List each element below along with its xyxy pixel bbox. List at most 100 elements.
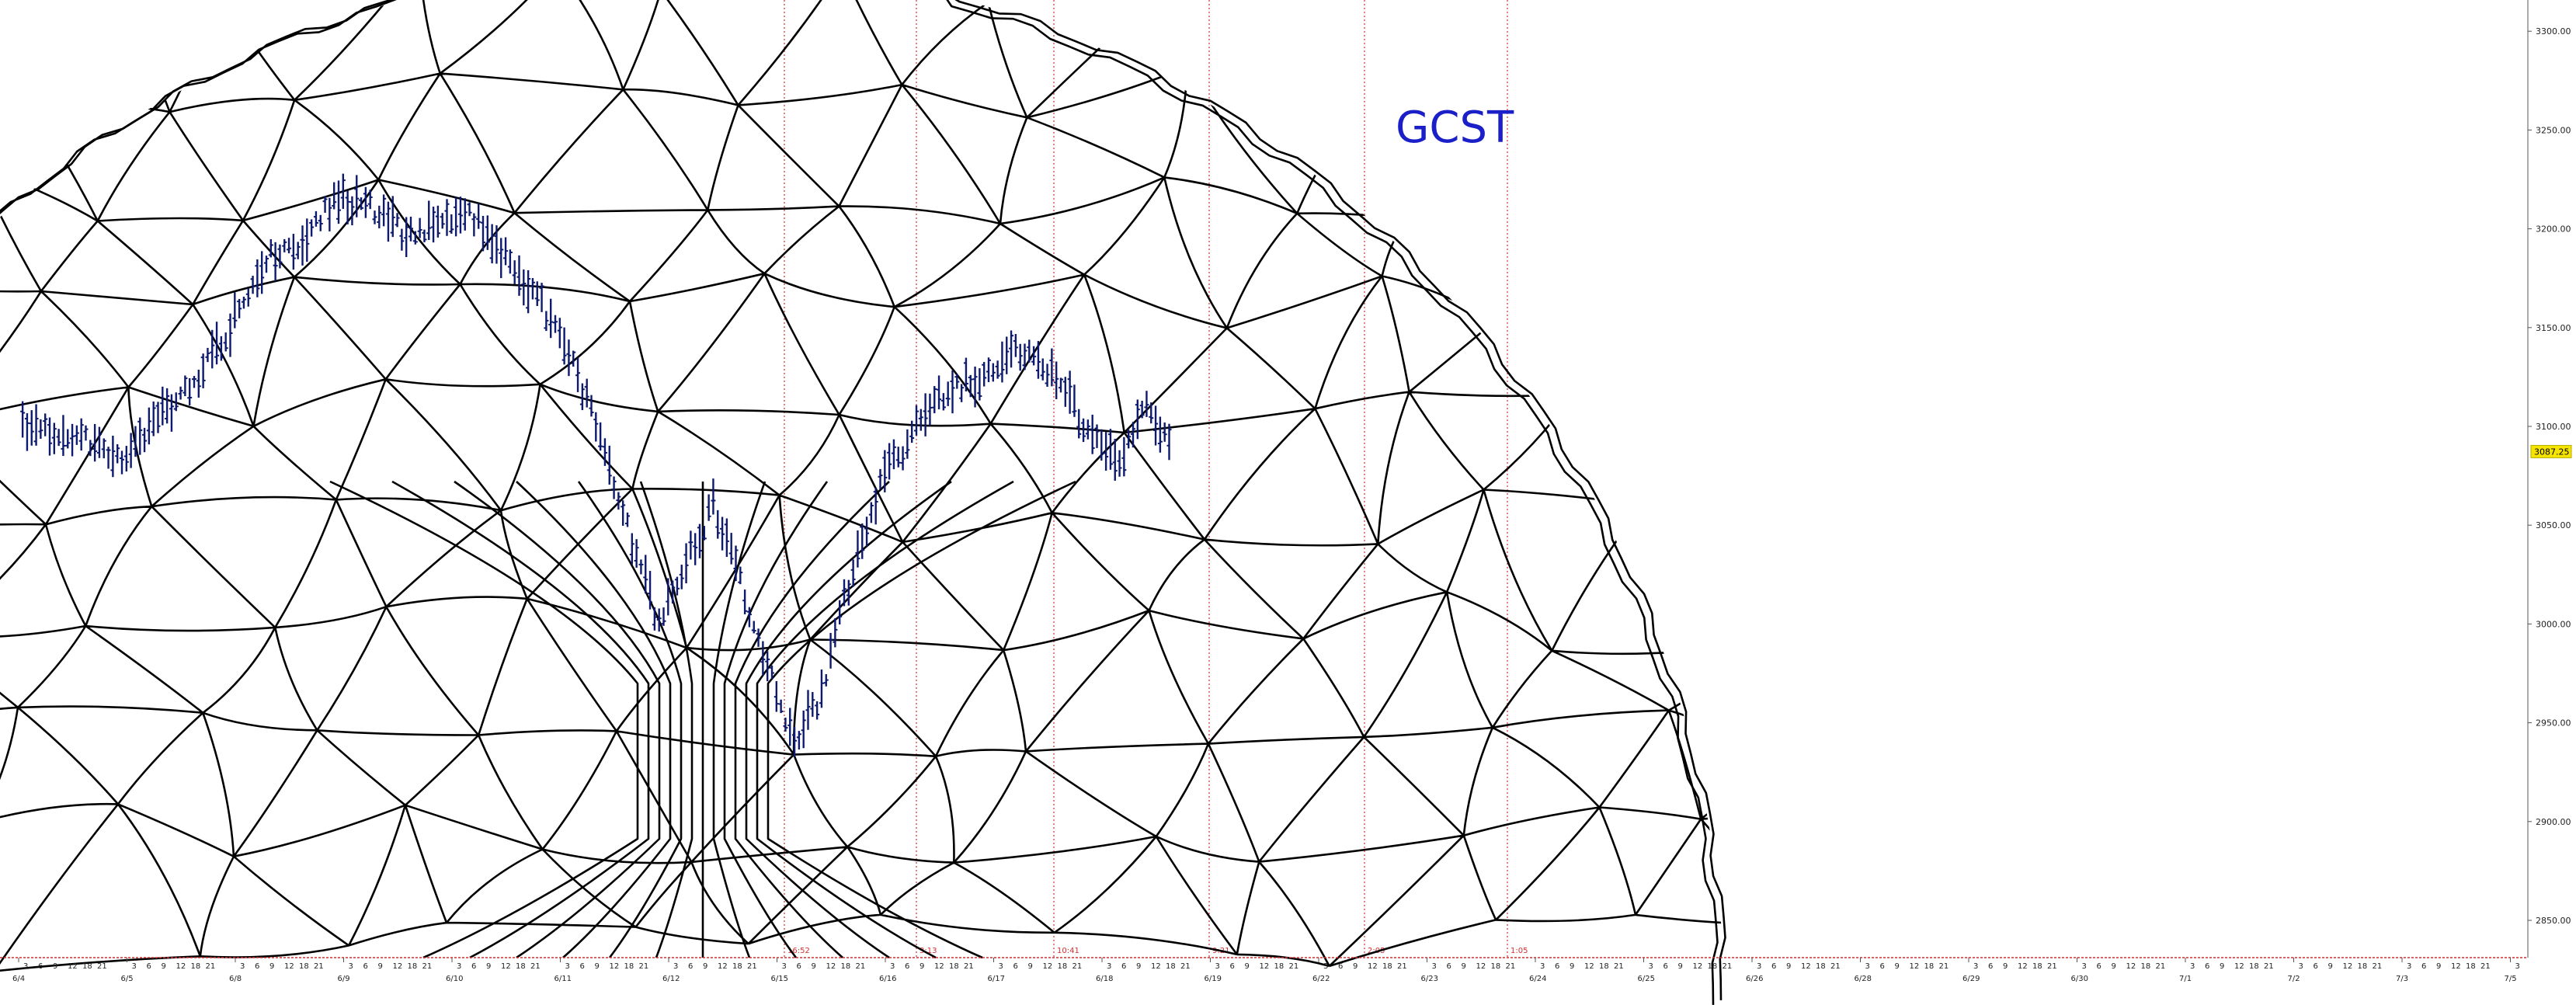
hour-label: 12: [934, 962, 944, 971]
price-bar: [51, 423, 57, 454]
price-bar: [155, 402, 161, 433]
price-bar: [363, 186, 368, 218]
price-bar: [1099, 429, 1104, 461]
price-bar: [24, 413, 30, 451]
price-bar: [133, 426, 138, 457]
price-bar: [38, 419, 43, 439]
price-bar: [1076, 409, 1082, 439]
price-bar: [557, 318, 562, 349]
price-bar: [404, 217, 409, 258]
date-label: 6/18: [1096, 975, 1113, 983]
price-bar: [33, 404, 39, 446]
hour-label: 6: [1880, 962, 1885, 971]
funnel-line: [391, 480, 650, 959]
price-bar: [945, 381, 951, 406]
hour-label: 6: [1988, 962, 1993, 971]
price-bar: [74, 425, 79, 445]
hour-label: 9: [162, 962, 166, 971]
price-bar: [327, 197, 332, 231]
price-bar: [860, 523, 865, 559]
hour-label: 9: [53, 962, 57, 971]
price-bar: [805, 690, 811, 730]
price-bar: [1054, 361, 1059, 399]
price-bar: [417, 217, 422, 238]
hour-label: 18: [841, 962, 851, 971]
price-bar: [828, 632, 833, 669]
hour-label: 21: [1397, 962, 1407, 971]
price-bar: [1067, 370, 1072, 414]
hour-label: 3: [457, 962, 461, 971]
price-bar: [846, 579, 851, 606]
price-bar: [255, 259, 260, 297]
date-label: 6/15: [771, 975, 788, 983]
hour-label: 21: [2047, 962, 2057, 971]
price-bar: [128, 433, 134, 468]
hour-label: 6: [471, 962, 476, 971]
price-bar: [783, 718, 788, 732]
hour-label: 3: [2407, 962, 2411, 971]
price-bar: [728, 533, 734, 565]
hour-label: 3: [890, 962, 895, 971]
price-bar: [733, 545, 739, 582]
price-bar: [88, 440, 93, 457]
price-bar: [273, 242, 278, 282]
y-tick-label: 3050.00: [2536, 520, 2571, 530]
price-bar: [571, 350, 576, 367]
time-marker-label: 16:52: [787, 947, 810, 955]
funnel-line: [329, 480, 639, 959]
price-bar: [457, 196, 463, 234]
price-bar: [1017, 343, 1023, 371]
price-bar: [895, 447, 901, 468]
price-bar: [629, 533, 634, 565]
price-bar: [499, 238, 504, 279]
y-axis: 2850.00 2900.00 2950.00 3000.00 3050.00 3100.…: [2527, 0, 2572, 958]
hour-label: 3: [2082, 962, 2087, 971]
price-bar: [751, 621, 756, 634]
price-bar: [760, 641, 766, 676]
y-tick-label: 2950.00: [2536, 718, 2571, 729]
hour-label: 3: [1973, 962, 1978, 971]
price-bar: [259, 251, 265, 294]
price-bar: [950, 370, 955, 414]
price-bar: [345, 190, 350, 224]
price-bar: [250, 276, 256, 294]
hour-label: 12: [2126, 962, 2136, 971]
price-bar: [711, 478, 716, 515]
date-label: 6/25: [1638, 975, 1655, 983]
price-bar: [1085, 419, 1090, 440]
price-bar: [584, 378, 589, 408]
geometric-grid-overlay: [0, 0, 1726, 1005]
hour-label: 6: [1555, 962, 1559, 971]
price-bar: [1031, 346, 1037, 366]
date-label: 6/28: [1855, 975, 1872, 983]
price-bar: [295, 242, 301, 259]
y-tick-label: 3200.00: [2536, 224, 2571, 235]
price-bar: [196, 369, 201, 398]
price-bar: [593, 412, 599, 442]
hour-label: 3: [2515, 962, 2520, 971]
price-bar: [106, 447, 111, 469]
price-bar: [96, 426, 102, 458]
price-bar: [183, 375, 188, 397]
y-tick-label: 3100.00: [2536, 422, 2571, 432]
hour-label: 9: [1895, 962, 1900, 971]
hour-label: 21: [747, 962, 757, 971]
time-marker-label: 3:13: [920, 947, 937, 955]
price-bar: [431, 207, 436, 243]
hour-label: 18: [1166, 962, 1176, 971]
hour-label: 3: [999, 962, 1003, 971]
price-bar: [959, 384, 965, 402]
price-bar: [435, 205, 440, 238]
price-bar: [1062, 377, 1068, 407]
price-bar: [372, 210, 377, 224]
date-label: 6/11: [554, 975, 572, 983]
hour-label: 21: [1723, 962, 1733, 971]
price-bar: [354, 175, 360, 217]
price-bar: [773, 680, 779, 712]
last-price-badge: [2530, 444, 2572, 458]
y-tick-label: 2850.00: [2536, 916, 2571, 926]
date-label: 6/22: [1312, 975, 1330, 983]
hour-label: 6: [1771, 962, 1776, 971]
price-bar: [332, 182, 337, 210]
price-bar: [489, 224, 495, 264]
